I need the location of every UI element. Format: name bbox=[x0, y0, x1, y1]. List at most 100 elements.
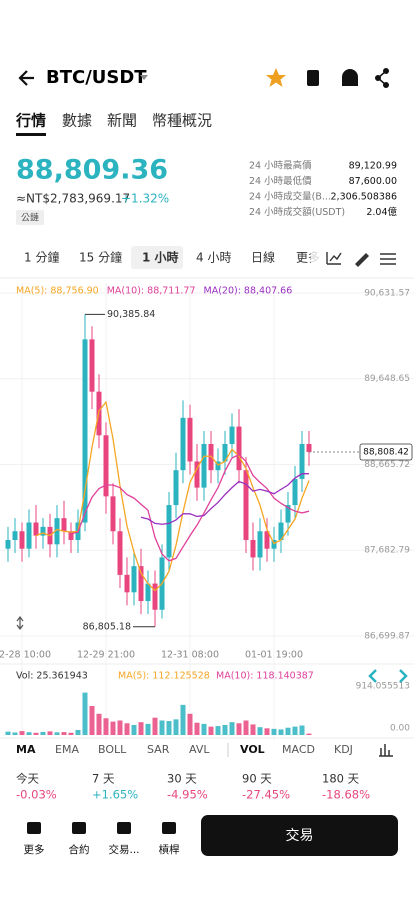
stat-label: 24 小時最低價 bbox=[249, 175, 312, 187]
candle-body bbox=[82, 339, 88, 523]
indicator-tab[interactable]: BOLL bbox=[98, 743, 127, 756]
chart: 90,631.57 89,648.65 88,665.72 87,682.79 86,6… bbox=[0, 277, 414, 740]
interval[interactable]: 4 小時 bbox=[196, 251, 231, 265]
candle-body bbox=[222, 444, 228, 462]
legend-entry: MA(10): 88,711.77 bbox=[107, 286, 196, 297]
nav-label[interactable]: 槓桿 bbox=[159, 843, 180, 856]
nav-icon[interactable] bbox=[162, 822, 176, 834]
nav-label[interactable]: 合約 bbox=[69, 843, 90, 856]
period-label: 90 天 bbox=[242, 772, 272, 786]
tab[interactable]: 數據 bbox=[62, 112, 92, 130]
indicator-tab[interactable]: EMA bbox=[55, 743, 79, 756]
nav-label[interactable]: 更多 bbox=[24, 843, 45, 856]
volume-bar bbox=[201, 723, 207, 735]
candle-body bbox=[187, 417, 193, 462]
volume-bar bbox=[285, 727, 291, 735]
interval[interactable]: 1 小時 bbox=[142, 250, 179, 265]
nav-icon[interactable] bbox=[117, 822, 131, 834]
volume-bar bbox=[208, 726, 214, 735]
period-change: -27.45% bbox=[242, 788, 290, 802]
candle-body bbox=[236, 426, 242, 471]
ma-line bbox=[140, 473, 309, 525]
candle-body bbox=[306, 444, 312, 453]
period-label: 7 天 bbox=[92, 772, 115, 786]
volume-bar bbox=[82, 692, 88, 735]
interval-selected-bg bbox=[131, 246, 183, 269]
x-tick-label: 12-29 21:00 bbox=[77, 650, 135, 661]
indicator-tab[interactable]: MA bbox=[16, 743, 36, 756]
indicator-tab[interactable]: MACD bbox=[282, 743, 315, 756]
favorite-icon[interactable] bbox=[266, 68, 286, 87]
note-icon[interactable] bbox=[307, 70, 319, 86]
change: +1.32% bbox=[121, 192, 169, 206]
x-tick-label: 12-28 10:00 bbox=[0, 650, 51, 661]
ma-line bbox=[35, 400, 310, 592]
candle-body bbox=[12, 531, 18, 540]
chart-type-icon[interactable] bbox=[326, 252, 342, 265]
candle-body bbox=[201, 444, 207, 488]
indicator-tab[interactable]: SAR bbox=[147, 743, 170, 756]
volume-bar bbox=[166, 721, 172, 735]
interval[interactable]: 15 分鐘 bbox=[79, 250, 122, 265]
candle-body bbox=[5, 539, 11, 549]
pair-caret[interactable] bbox=[140, 75, 148, 80]
volume-bar bbox=[257, 727, 263, 735]
period-label: 30 天 bbox=[167, 772, 197, 786]
bot-icon[interactable] bbox=[342, 69, 358, 86]
volume-bar bbox=[173, 719, 179, 735]
tab[interactable]: 幣種概況 bbox=[152, 112, 212, 130]
period-change: -4.95% bbox=[167, 788, 208, 802]
scale-toggle[interactable] bbox=[16, 616, 24, 630]
action-label[interactable]: 交易 bbox=[286, 827, 314, 844]
tab-indicator bbox=[16, 133, 46, 136]
volume-bar bbox=[40, 731, 46, 735]
nav-icon[interactable] bbox=[27, 822, 41, 834]
tab[interactable]: 新聞 bbox=[107, 112, 137, 130]
pair-title[interactable]: BTC/USDT bbox=[46, 67, 147, 88]
candle-body bbox=[131, 566, 137, 593]
candle-body bbox=[103, 435, 109, 497]
stat-label: 24 小時最高價 bbox=[249, 160, 312, 172]
intervals: 1 分鐘 15 分鐘 1 小時 4 小時 日線 更多 bbox=[24, 244, 396, 272]
volume-bar bbox=[145, 723, 151, 735]
nav-icon[interactable] bbox=[72, 822, 86, 834]
candle-body bbox=[89, 339, 95, 392]
settings-icon[interactable] bbox=[380, 253, 396, 265]
indicator-settings[interactable] bbox=[379, 744, 393, 757]
indicator-tab[interactable]: VOL bbox=[240, 743, 265, 756]
volume-bar bbox=[278, 729, 284, 735]
draw-icon[interactable] bbox=[355, 253, 369, 267]
tab[interactable]: 行情 bbox=[15, 112, 46, 130]
indicator-tab[interactable]: KDJ bbox=[334, 743, 353, 756]
candle-body bbox=[124, 574, 130, 593]
legend-entry: MA(20): 88,407.66 bbox=[204, 286, 293, 297]
volume-bar bbox=[103, 718, 109, 735]
high-label: 90,385.84 bbox=[107, 309, 155, 320]
candle-body bbox=[110, 496, 116, 532]
volume-bar bbox=[180, 704, 186, 735]
y-tick-label: 87,682.79 bbox=[364, 546, 410, 556]
interval[interactable]: 日線 bbox=[251, 250, 275, 265]
volume-bar bbox=[306, 733, 312, 735]
expand-icon[interactable] bbox=[368, 669, 408, 683]
period-change: -18.68% bbox=[322, 788, 370, 802]
back-icon[interactable] bbox=[18, 70, 34, 86]
stat-label: 24 小時成交額(USDT) bbox=[249, 206, 345, 218]
period-label: 180 天 bbox=[322, 772, 360, 786]
candle-body bbox=[243, 470, 249, 540]
candle-body bbox=[68, 531, 74, 540]
volume-bar bbox=[68, 732, 74, 735]
interval[interactable]: 1 分鐘 bbox=[24, 250, 59, 265]
candle-body bbox=[285, 505, 291, 523]
indicator-tab[interactable]: AVL bbox=[189, 743, 210, 756]
y-tick-label: 89,648.65 bbox=[364, 374, 410, 384]
action-button[interactable] bbox=[201, 815, 398, 856]
tag: 公鏈 bbox=[21, 212, 39, 224]
candle-body bbox=[61, 518, 67, 532]
volume-bar bbox=[236, 723, 242, 735]
share-icon bbox=[377, 70, 387, 86]
nav-label[interactable]: 交易... bbox=[108, 843, 139, 856]
volume-bar bbox=[152, 717, 158, 735]
volume-title: Vol: 25.361943 bbox=[16, 671, 88, 682]
x-tick-label: 12-31 08:00 bbox=[161, 650, 219, 661]
